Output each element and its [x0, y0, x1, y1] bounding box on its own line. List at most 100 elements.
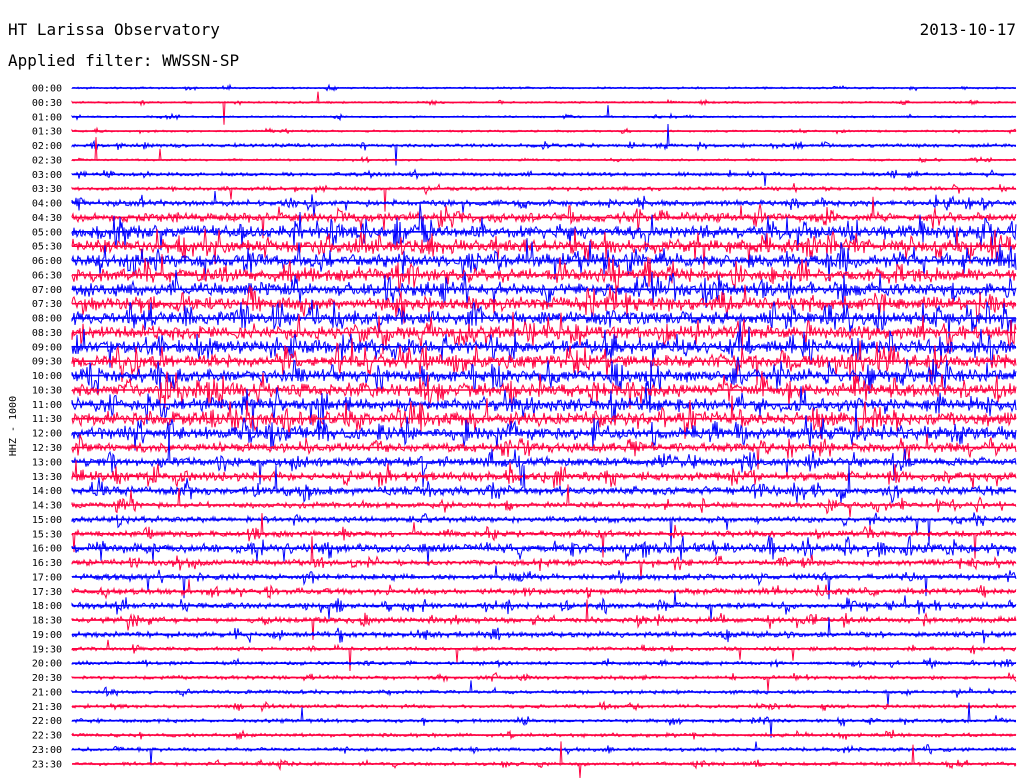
seismic-trace [71, 183, 1017, 212]
seismic-trace [71, 269, 1017, 309]
row-label: 02:00 [32, 141, 62, 152]
seismic-trace [71, 254, 1017, 293]
seismic-trace [71, 591, 1017, 620]
seismic-trace [71, 123, 1017, 166]
seismic-trace [71, 729, 1017, 741]
row-label: 10:00 [32, 371, 62, 382]
row-label: 07:00 [32, 285, 62, 296]
seismic-trace [71, 565, 1017, 600]
seismic-trace [71, 579, 1017, 600]
seismic-trace [71, 284, 1017, 324]
row-label: 17:30 [32, 587, 62, 598]
row-label: 05:00 [32, 227, 62, 238]
seismic-trace [71, 91, 1017, 125]
seismic-trace [71, 137, 1017, 164]
seismic-trace [71, 126, 1017, 135]
record-date: 2013-10-17 [919, 20, 1016, 39]
trace-rows [71, 83, 1017, 779]
seismic-trace [71, 435, 1017, 488]
seismic-trace [71, 105, 1017, 122]
seismic-trace [71, 83, 1017, 92]
seismic-trace [71, 238, 1017, 282]
seismic-trace [71, 460, 1017, 490]
seismic-trace [71, 599, 1017, 640]
row-label: 09:30 [32, 357, 62, 368]
row-label: 03:00 [32, 170, 62, 181]
seismic-trace [71, 403, 1017, 451]
seismic-trace [71, 395, 1017, 439]
seismic-trace [71, 318, 1017, 368]
row-label: 19:00 [32, 630, 62, 641]
observatory-title: HT Larissa Observatory [8, 20, 220, 39]
seismic-trace [71, 536, 1017, 580]
row-label: 06:30 [32, 270, 62, 281]
row-label: 08:30 [32, 328, 62, 339]
seismic-trace [71, 512, 1017, 547]
seismic-trace [71, 657, 1017, 670]
row-label: 21:30 [32, 702, 62, 713]
seismic-trace [71, 671, 1017, 692]
row-label: 23:00 [32, 745, 62, 756]
seismic-trace [71, 311, 1017, 355]
row-label: 10:30 [32, 386, 62, 397]
row-label: 03:30 [32, 184, 62, 195]
row-label: 11:00 [32, 400, 62, 411]
row-label: 18:30 [32, 616, 62, 627]
row-label: 13:30 [32, 472, 62, 483]
row-label: 21:00 [32, 688, 62, 699]
row-label: 15:00 [32, 515, 62, 526]
seismic-trace [71, 464, 1017, 504]
row-labels: 00:00 00:30 01:00 01:30 02:00 02:30 03:00 03:30… [32, 84, 62, 771]
seismic-trace [71, 680, 1017, 707]
row-label: 11:30 [32, 414, 62, 425]
row-label: 04:30 [32, 213, 62, 224]
row-label: 00:30 [32, 98, 62, 109]
row-label: 22:00 [32, 716, 62, 727]
seismic-trace [71, 617, 1017, 644]
seismic-trace [71, 299, 1017, 340]
row-label: 00:00 [32, 84, 62, 95]
row-label: 22:30 [32, 731, 62, 742]
seismic-trace [71, 196, 1017, 239]
seismic-trace [71, 700, 1017, 713]
row-label: 07:30 [32, 299, 62, 310]
row-label: 19:30 [32, 644, 62, 655]
row-label: 20:00 [32, 659, 62, 670]
row-label: 09:00 [32, 342, 62, 353]
seismic-trace [71, 227, 1017, 270]
seismic-trace [71, 433, 1017, 470]
row-label: 17:00 [32, 572, 62, 583]
seismic-trace [71, 190, 1017, 218]
row-label: 15:30 [32, 529, 62, 540]
row-label: 18:00 [32, 601, 62, 612]
seismic-trace [71, 639, 1017, 672]
row-label: 20:30 [32, 673, 62, 684]
row-label: 12:00 [32, 429, 62, 440]
filter-label: Applied filter: WWSSN-SP [8, 51, 240, 70]
seismic-trace [71, 741, 1017, 779]
seismic-trace [71, 202, 1017, 254]
seismic-trace [71, 484, 1017, 518]
row-label: 08:00 [32, 314, 62, 325]
seismic-trace [71, 702, 1016, 738]
row-label: 12:30 [32, 443, 62, 454]
row-label: 04:00 [32, 199, 62, 210]
seismic-trace [71, 741, 1017, 766]
row-label: 14:30 [32, 501, 62, 512]
seismic-trace [71, 534, 1017, 566]
seismic-trace [71, 382, 1017, 432]
seismic-trace [71, 338, 1017, 389]
seismic-trace [71, 513, 1017, 559]
row-label: 01:30 [32, 127, 62, 138]
row-label: 05:30 [32, 242, 62, 253]
row-label: 06:00 [32, 256, 62, 267]
seismic-trace [71, 370, 1017, 410]
row-label: 01:00 [32, 112, 62, 123]
row-label: 02:30 [32, 155, 62, 166]
row-label: 23:30 [32, 759, 62, 770]
seismic-trace [71, 168, 1017, 187]
row-label: 13:00 [32, 457, 62, 468]
row-label: 16:00 [32, 544, 62, 555]
row-label: 16:30 [32, 558, 62, 569]
